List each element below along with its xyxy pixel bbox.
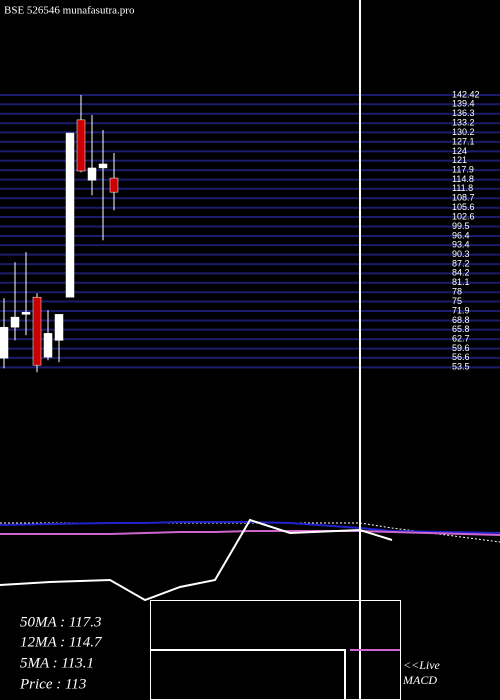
candle-body: [65, 132, 75, 298]
y-tick-label: 102.6: [452, 211, 475, 221]
y-tick-label: 114.8: [452, 174, 474, 184]
y-tick-label: 108.7: [452, 193, 475, 203]
indicator-line: [0, 518, 393, 602]
ma-info: 50MA : 117.3: [20, 614, 102, 630]
y-tick-label: 84.2: [452, 268, 470, 278]
indicator-line: [0, 530, 500, 536]
candle-body: [109, 177, 119, 193]
y-tick-label: 56.6: [452, 352, 470, 362]
price-info: Price : 113: [19, 676, 86, 692]
y-tick-label: 68.8: [452, 315, 470, 325]
y-tick-label: 71.9: [452, 305, 470, 315]
macd-label: MACD: [402, 673, 437, 687]
y-tick-label: 62.7: [452, 334, 470, 344]
y-tick-label: 96.4: [452, 230, 470, 240]
ma-info: 12MA : 114.7: [20, 634, 103, 650]
y-tick-label: 121: [452, 155, 467, 165]
candle-body: [0, 326, 9, 359]
candle-body: [43, 333, 53, 358]
y-tick-label: 75: [452, 296, 462, 306]
y-tick-label: 130.2: [452, 127, 475, 137]
y-tick-label: 136.3: [452, 108, 475, 118]
y-tick-label: 105.6: [452, 202, 475, 212]
y-tick-label: 81.1: [452, 277, 470, 287]
y-tick-label: 124: [452, 146, 467, 156]
ma-info: 5MA : 113.1: [20, 655, 94, 671]
y-tick-label: 59.6: [452, 343, 470, 353]
y-tick-label: 90.3: [452, 249, 470, 259]
candle-body: [76, 119, 86, 172]
y-tick-label: 93.4: [452, 240, 470, 250]
y-tick-label: 127.1: [452, 136, 475, 146]
y-tick-label: 117.9: [452, 164, 474, 174]
y-tick-label: 139.4: [452, 99, 475, 109]
y-tick-label: 133.2: [452, 118, 475, 128]
y-tick-label: 111.8: [452, 183, 473, 193]
macd-signal: [150, 649, 346, 700]
y-tick-label: 142.42: [452, 89, 480, 99]
candle-body: [10, 316, 20, 328]
y-tick-label: 87.2: [452, 259, 470, 269]
candle-body: [87, 167, 97, 181]
candle-body: [98, 163, 108, 169]
live-label: <<Live: [403, 658, 441, 672]
chart-title: BSE 526546 munafasutra.pro: [4, 5, 135, 17]
y-tick-label: 53.5: [452, 362, 470, 372]
y-tick-label: 99.5: [452, 221, 470, 231]
y-tick-label: 65.8: [452, 324, 470, 334]
y-tick-label: 78: [452, 287, 462, 297]
candle-body: [32, 296, 42, 366]
candle-body: [21, 311, 31, 315]
candle-body: [54, 314, 64, 341]
indicator-line: [0, 521, 500, 534]
